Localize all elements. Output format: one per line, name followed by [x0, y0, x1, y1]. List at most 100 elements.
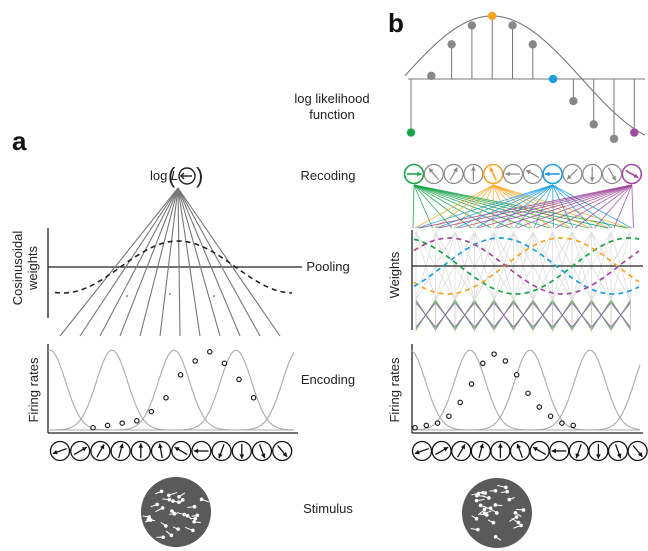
- firing-rate-point: [119, 420, 125, 426]
- panel-b-letter: b: [388, 8, 404, 38]
- pooling-line: [413, 184, 511, 229]
- pooling-line: [552, 184, 632, 229]
- fan-line: [177, 187, 181, 337]
- fan-line: [59, 187, 179, 337]
- zigzag-line: [532, 302, 553, 328]
- fan-line: [139, 187, 179, 337]
- fan-line: [177, 187, 201, 337]
- fan-line: [177, 187, 261, 337]
- firing-rate-point-b: [513, 372, 520, 378]
- top-label-arrow-icon: ( ): [168, 163, 203, 188]
- zigzag-line: [571, 302, 592, 328]
- firing-rate-point-b: [446, 413, 452, 419]
- loglik-point: [630, 128, 639, 137]
- fan-line: [159, 187, 179, 337]
- pooling-line: [413, 184, 492, 229]
- firing-rate-point-b: [423, 422, 430, 429]
- firing-rate-point-b: [570, 422, 576, 429]
- tuning-curve-b: [411, 350, 640, 431]
- encoding-label: Encoding: [301, 372, 355, 387]
- stimulus-dots-b: [462, 478, 532, 548]
- recoding-arrow-icon: [403, 163, 425, 185]
- weight-curve: [413, 237, 640, 295]
- fan-line: [119, 187, 179, 337]
- weight-curve: [413, 237, 640, 295]
- neuron-arrow-icon-b: [411, 440, 433, 462]
- recoding-arrow-icon: [621, 163, 643, 185]
- pooling-line: [457, 184, 632, 229]
- firing-rate-point: [250, 395, 257, 401]
- pooling-line: [418, 184, 632, 229]
- neuron-arrow-icon: [171, 440, 192, 462]
- pooling-line: [516, 184, 632, 229]
- loglik-point: [609, 134, 619, 144]
- tuning-curve-b: [412, 349, 641, 431]
- zigzag-line: [415, 302, 436, 328]
- firing-rate-point: [163, 395, 169, 401]
- firing-rate-point: [134, 418, 140, 424]
- pooling-line: [413, 184, 589, 229]
- recoding-arrow-icon: [502, 163, 524, 185]
- pooling-line: [477, 184, 632, 229]
- pooling-line: [453, 184, 494, 229]
- neuron-arrow-icon: [130, 440, 151, 462]
- firing-rate-point: [90, 424, 96, 431]
- firing-rate-point: [207, 349, 213, 355]
- loglik-point: [406, 128, 416, 137]
- pooling-line: [413, 184, 472, 229]
- firing-rate-point: [236, 376, 242, 383]
- recoding-arrow-icon: [522, 163, 543, 185]
- pooling-line: [416, 184, 553, 229]
- recoding-label: Recoding: [301, 168, 356, 183]
- panel-a-rates-ylabel: Firing rates: [26, 357, 41, 423]
- neuron-arrow-icon-b: [509, 440, 531, 462]
- recoding-arrow-icon: [463, 163, 484, 185]
- recoding-arrow-icon: [562, 163, 583, 185]
- pooling-line: [492, 184, 533, 229]
- loglik-point: [528, 40, 537, 49]
- panel-a-letter: a: [12, 126, 27, 156]
- neuron-arrow-icon: [231, 440, 252, 462]
- neuron-arrow-icon-b: [431, 440, 452, 462]
- fan-line: [79, 187, 179, 337]
- dot: [169, 293, 171, 295]
- zigzag-line: [513, 302, 534, 328]
- loglik-point: [488, 11, 497, 21]
- stimulus-dots-a: [141, 477, 211, 547]
- pooling-line: [434, 184, 494, 229]
- loglik-point: [447, 40, 456, 49]
- svg-text:): ): [196, 163, 203, 188]
- loglik-point: [569, 96, 578, 106]
- firing-rate-point-b: [412, 424, 418, 431]
- neuron-arrow-icon: [90, 440, 111, 462]
- pooling-line: [594, 184, 633, 229]
- neuron-arrow-icon: [272, 440, 293, 462]
- pooling-line: [493, 184, 630, 229]
- firing-rate-point-b: [559, 420, 565, 426]
- pooling-line: [552, 184, 593, 229]
- firing-rate-point-b: [536, 404, 543, 410]
- firing-rate-point-b: [491, 351, 497, 357]
- loglik-point: [467, 21, 477, 30]
- tuning-curve: [48, 349, 294, 431]
- pooling-line: [552, 184, 613, 229]
- pooling-line: [631, 184, 634, 229]
- loglik-point: [427, 71, 436, 81]
- panel-b-rates-ylabel: Firing rates: [387, 357, 402, 423]
- neuron-arrow-icon: [49, 440, 71, 462]
- tuning-curve: [48, 352, 295, 431]
- pooling-line: [493, 184, 591, 229]
- loglik-label-line2: function: [309, 107, 355, 122]
- weight-curve: [413, 237, 640, 295]
- firing-rate-point: [192, 358, 198, 364]
- dot: [126, 295, 128, 297]
- firing-rate-point-b: [547, 413, 554, 419]
- pooling-line: [555, 184, 633, 229]
- fan-line: [99, 187, 179, 337]
- loglik-point: [589, 120, 598, 129]
- pooling-line: [414, 184, 494, 229]
- firing-rate-point-b: [502, 358, 509, 364]
- firing-rate-point-b: [525, 390, 531, 396]
- tuning-curve-b: [412, 349, 640, 431]
- firing-rate-point-b: [457, 399, 463, 406]
